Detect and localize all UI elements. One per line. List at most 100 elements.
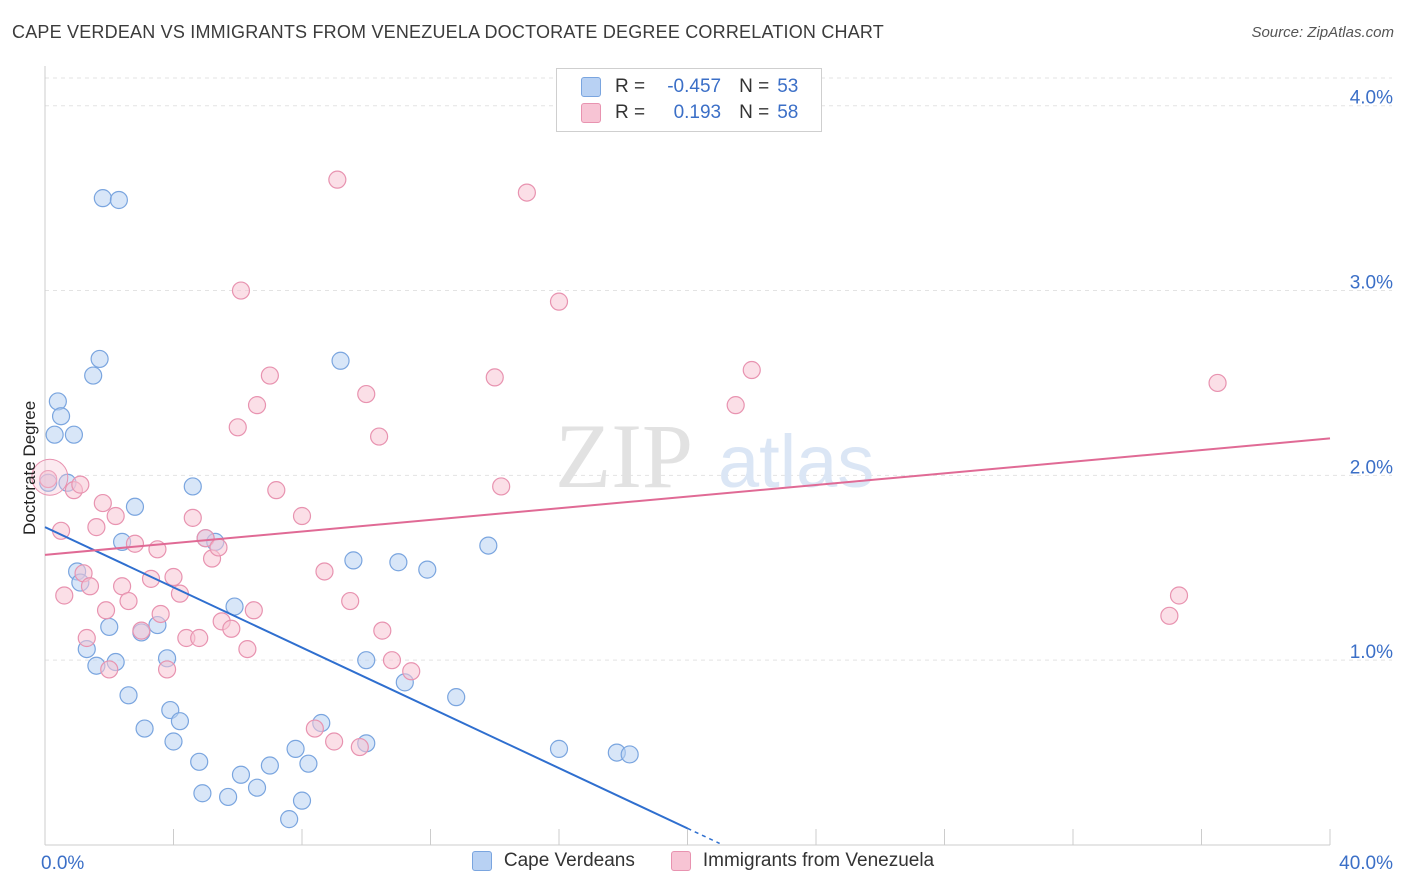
legend-swatch-pink: [670, 851, 691, 871]
y-tick-label: 1.0%: [1350, 642, 1393, 663]
venezuela-point: [228, 418, 247, 437]
venezuela-point: [325, 732, 344, 751]
venezuela-point: [1208, 373, 1227, 393]
cape-verdean-point: [48, 392, 67, 411]
cape-verdean-point: [93, 189, 112, 208]
cape-verdean-point: [219, 787, 238, 807]
watermark: ZIP atlas: [555, 405, 874, 507]
venezuela-point: [1169, 586, 1189, 605]
legend-item-cape-verdeans: Cape Verdeans: [471, 850, 635, 872]
cape-verdean-trend-extension: [687, 827, 720, 845]
venezuela-point: [292, 506, 312, 526]
venezuela-point: [132, 621, 151, 640]
x-tick-label: 40.0%: [1339, 853, 1393, 874]
cape-verdean-point: [90, 349, 109, 369]
cape-verdean-point: [299, 754, 318, 773]
cape-verdean-point: [418, 560, 437, 579]
venezuela-point: [100, 660, 119, 679]
cape-verdean-point: [119, 686, 138, 705]
venezuela-point: [305, 719, 324, 738]
cape-verdean-point: [100, 617, 119, 637]
x-tick-label: 0.0%: [41, 853, 84, 874]
venezuela-point: [373, 621, 392, 640]
cape-verdean-point: [164, 732, 183, 751]
cape-verdean-point: [190, 752, 209, 771]
venezuela-point: [183, 508, 202, 527]
venezuela-point: [151, 604, 170, 624]
venezuela-point: [244, 601, 263, 620]
cape-verdean-point: [286, 739, 305, 758]
legend-n-value: 53: [777, 76, 799, 97]
watermark-atlas: atlas: [718, 420, 874, 503]
venezuela-point: [402, 662, 421, 681]
venezuela-point: [222, 619, 241, 638]
venezuela-point: [164, 567, 183, 587]
venezuela-trend-line: [44, 437, 1331, 556]
cape-verdean-point: [64, 425, 84, 444]
venezuela-point: [231, 281, 251, 300]
venezuela-point: [157, 660, 177, 679]
venezuela-point: [55, 586, 74, 605]
cape-verdean-point: [170, 712, 190, 731]
cape-verdean-point: [51, 407, 71, 426]
venezuela-point: [260, 366, 279, 385]
venezuela-point: [209, 538, 228, 557]
venezuela-point: [80, 577, 100, 596]
venezuela-point: [1160, 606, 1179, 625]
venezuela-point: [341, 591, 360, 611]
venezuela-point: [96, 601, 116, 620]
cape-verdean-point: [549, 739, 569, 758]
legend-swatch-pink: [581, 103, 601, 123]
venezuela-point: [549, 292, 569, 311]
cape-verdean-point: [183, 477, 202, 496]
venezuela-point: [87, 518, 106, 537]
cape-verdean-point: [331, 351, 350, 370]
legend-row-cape-verdeans: R = -0.457 N = 53: [581, 75, 798, 99]
venezuela-point: [370, 427, 389, 446]
legend-item-venezuela: Immigrants from Venezuela: [670, 850, 935, 872]
legend-label: Cape Verdeans: [503, 850, 635, 871]
venezuela-point: [71, 475, 90, 494]
legend-n-value: 58: [777, 102, 799, 123]
cape-verdean-point: [135, 719, 154, 738]
venezuela-point: [742, 360, 761, 380]
cape-verdean-point: [84, 366, 103, 385]
trend-lines: [44, 437, 1331, 845]
venezuela-point: [315, 562, 334, 581]
legend-r-value: 0.193: [673, 102, 722, 123]
cape-verdean-point: [280, 810, 299, 829]
cape-verdean-point: [193, 784, 212, 803]
legend-row-venezuela: R = 0.193 N = 58: [581, 101, 798, 125]
legend-r-label: R =: [615, 102, 646, 123]
cape-verdean-trend-line: [44, 526, 688, 830]
legend-n-label: N =: [739, 102, 770, 123]
venezuela-point: [328, 170, 347, 189]
venezuela-point: [485, 368, 504, 387]
cape-verdean-point: [260, 756, 279, 775]
tick-labels: 1.0% 2.0% 3.0% 4.0% 0.0% 40.0%: [41, 88, 1393, 874]
venezuela-point: [119, 591, 138, 611]
y-axis-label: Doctorate Degree: [20, 400, 39, 535]
cape-verdean-point: [447, 688, 466, 707]
legend-r-value: -0.457: [667, 76, 722, 97]
cape-verdean-point: [125, 497, 145, 516]
venezuela-point: [517, 183, 536, 202]
cape-verdean-point: [247, 778, 267, 797]
venezuela-point: [106, 506, 125, 526]
axes: [44, 66, 1331, 846]
venezuela-point: [247, 396, 267, 415]
cape-verdean-point: [292, 791, 312, 810]
y-tick-label: 4.0%: [1350, 88, 1393, 109]
legend-label: Immigrants from Venezuela: [702, 850, 935, 871]
venezuela-point: [238, 639, 257, 659]
legend-swatch-blue: [471, 851, 492, 871]
venezuela-point: [196, 529, 215, 548]
venezuela-point: [267, 481, 286, 500]
venezuela-point: [350, 737, 369, 757]
venezuela-point: [190, 628, 209, 648]
y-tick-label: 2.0%: [1350, 457, 1393, 478]
correlation-legend: R = -0.457 N = 53 R = 0.193 N = 58: [556, 68, 822, 132]
cape-verdean-point: [389, 553, 408, 572]
cape-verdean-point: [109, 190, 128, 210]
